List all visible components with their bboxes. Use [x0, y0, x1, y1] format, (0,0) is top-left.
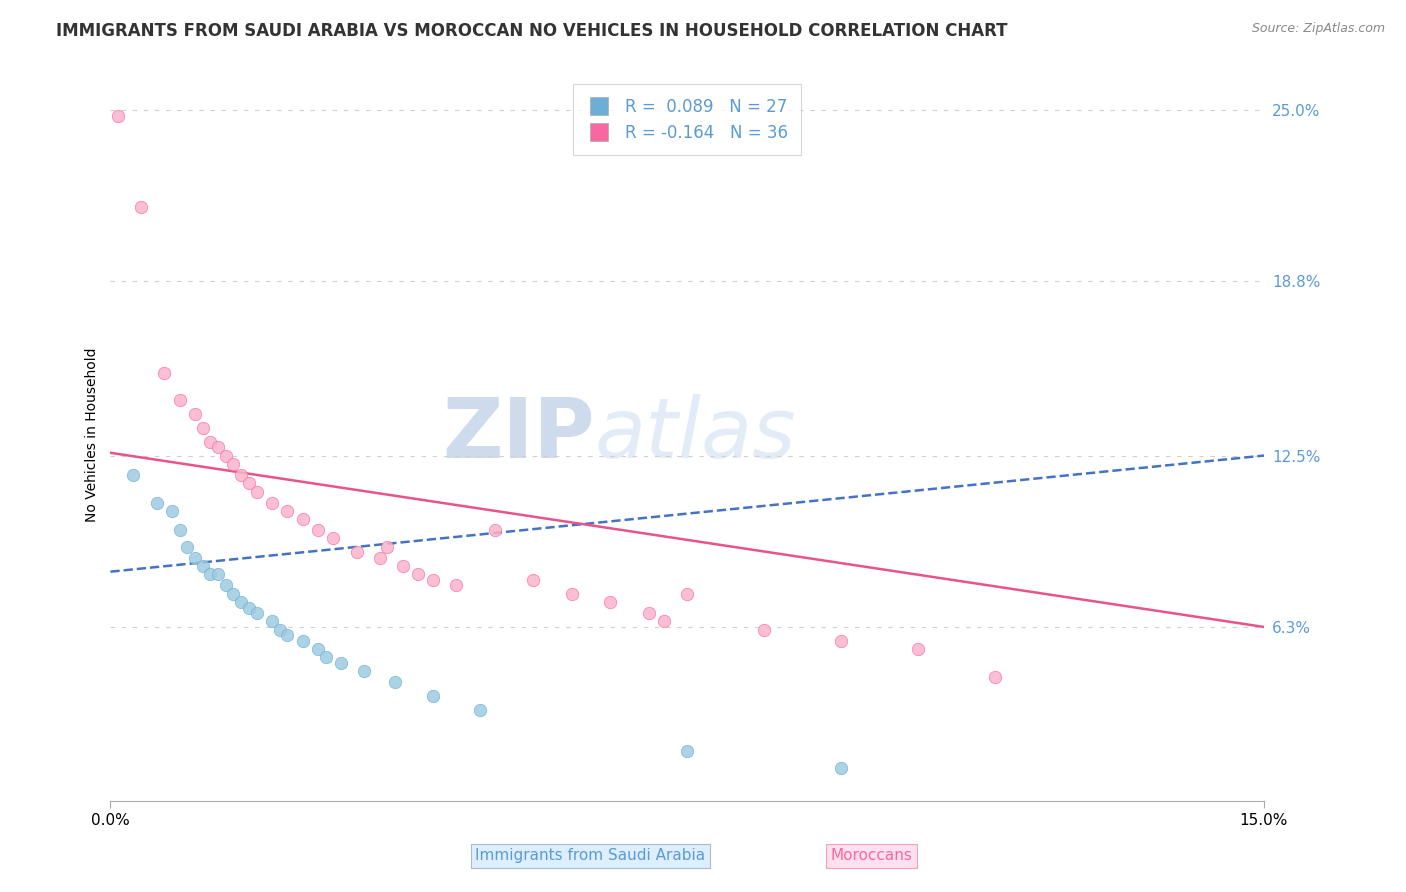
Text: ZIP: ZIP: [443, 394, 595, 475]
Point: [468, 703, 491, 717]
Point: [176, 540, 198, 554]
Point: [652, 615, 675, 629]
Point: [984, 670, 1007, 684]
Point: [207, 440, 229, 454]
Point: [169, 393, 191, 408]
Point: [231, 467, 253, 482]
Point: [830, 761, 852, 775]
Point: [375, 540, 398, 554]
Text: IMMIGRANTS FROM SAUDI ARABIA VS MOROCCAN NO VEHICLES IN HOUSEHOLD CORRELATION CH: IMMIGRANTS FROM SAUDI ARABIA VS MOROCCAN…: [56, 22, 1008, 40]
Point: [676, 587, 699, 601]
Point: [107, 109, 129, 123]
Point: [561, 587, 583, 601]
Text: Immigrants from Saudi Arabia: Immigrants from Saudi Arabia: [475, 848, 706, 863]
Point: [215, 449, 238, 463]
Point: [222, 457, 245, 471]
Point: [322, 532, 344, 546]
Point: [276, 628, 298, 642]
Point: [200, 567, 222, 582]
Point: [129, 200, 152, 214]
Point: [353, 664, 375, 678]
Point: [422, 573, 444, 587]
Point: [153, 366, 176, 380]
Point: [446, 578, 468, 592]
Text: Moroccans: Moroccans: [831, 848, 912, 863]
Point: [231, 595, 253, 609]
Point: [391, 559, 413, 574]
Point: [522, 573, 544, 587]
Point: [260, 615, 283, 629]
Point: [238, 476, 260, 491]
Y-axis label: No Vehicles in Household: No Vehicles in Household: [86, 348, 100, 522]
Point: [307, 642, 329, 657]
Point: [599, 595, 621, 609]
Point: [346, 545, 368, 559]
Point: [484, 523, 506, 537]
Point: [238, 600, 260, 615]
Point: [676, 744, 699, 758]
Point: [184, 550, 207, 565]
Point: [291, 633, 314, 648]
Point: [422, 689, 444, 703]
Point: [169, 523, 191, 537]
Point: [406, 567, 429, 582]
Point: [160, 504, 183, 518]
Text: Source: ZipAtlas.com: Source: ZipAtlas.com: [1251, 22, 1385, 36]
Point: [222, 587, 245, 601]
Point: [830, 633, 852, 648]
Point: [752, 623, 775, 637]
Point: [245, 606, 267, 620]
Point: [191, 421, 214, 435]
Point: [122, 467, 145, 482]
Point: [200, 434, 222, 449]
Point: [191, 559, 214, 574]
Point: [184, 407, 207, 421]
Point: [245, 484, 267, 499]
Point: [276, 504, 298, 518]
Legend: R =  0.089   N = 27, R = -0.164   N = 36: R = 0.089 N = 27, R = -0.164 N = 36: [574, 84, 801, 155]
Point: [907, 642, 929, 657]
Point: [368, 550, 391, 565]
Text: atlas: atlas: [595, 394, 797, 475]
Point: [145, 495, 167, 509]
Point: [315, 650, 337, 665]
Point: [637, 606, 659, 620]
Point: [260, 495, 283, 509]
Point: [269, 623, 291, 637]
Point: [307, 523, 329, 537]
Point: [330, 656, 353, 670]
Point: [384, 675, 406, 690]
Point: [291, 512, 314, 526]
Point: [207, 567, 229, 582]
Point: [215, 578, 238, 592]
